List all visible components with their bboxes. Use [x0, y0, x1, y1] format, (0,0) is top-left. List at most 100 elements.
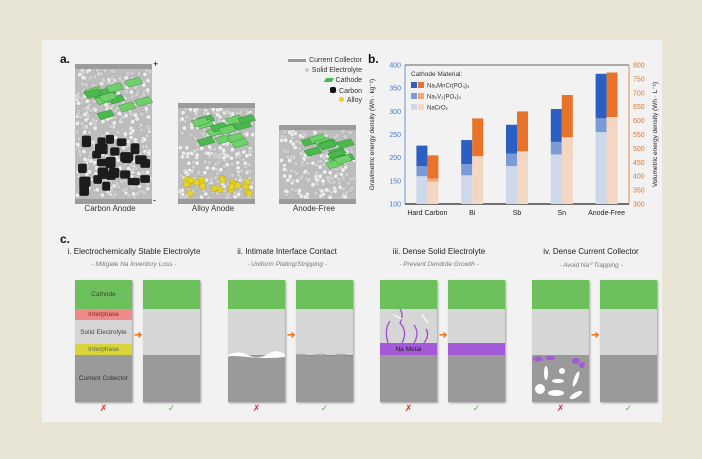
electrolyte-particle — [139, 111, 145, 117]
electrolyte-particle — [75, 142, 81, 147]
top-current-collector — [75, 64, 152, 69]
electrolyte-particle — [337, 180, 342, 186]
right-tick-label: 500 — [633, 146, 645, 153]
carbon-particle — [79, 184, 89, 196]
vol-bar-NaCrO2 — [561, 137, 573, 204]
cathode-particle — [237, 114, 257, 125]
electrolyte-particle — [119, 179, 124, 185]
electrolyte-particle — [188, 107, 193, 112]
cathode-particle — [96, 109, 115, 120]
alloy-particle — [193, 179, 201, 187]
electrolyte-particle — [344, 172, 349, 178]
carbon-particle — [105, 134, 115, 144]
undefined — [143, 309, 200, 355]
electrolyte-particle — [141, 190, 147, 195]
electrolyte-particle — [126, 192, 131, 198]
electrolyte-particle — [283, 137, 288, 143]
electrolyte-particle — [125, 71, 131, 76]
electrolyte-particle — [334, 167, 340, 172]
grav-bar-NaCrO2 — [506, 166, 517, 204]
electrolyte-particle — [121, 187, 127, 193]
undefined — [380, 280, 437, 310]
cathode-particle — [124, 77, 143, 88]
carbon-particle — [105, 156, 116, 169]
electrolyte-particle — [143, 106, 149, 112]
carbon-particle — [97, 137, 106, 147]
vol-bar-NaCrO2 — [472, 156, 484, 204]
legend-title: Cathode Material: — [411, 71, 462, 78]
electrolyte-particle — [340, 129, 346, 134]
electrolyte-particle — [241, 149, 247, 155]
left-tick-label: 150 — [389, 178, 401, 185]
electrolyte-particle — [238, 110, 243, 116]
cathode-swatch — [323, 78, 334, 82]
electrolyte-particle — [130, 94, 135, 100]
legend-solid-electrolyte: Solid Electrolyte — [262, 67, 362, 77]
electrolyte-particle — [303, 131, 308, 137]
electrolyte-particle — [229, 161, 235, 167]
problem-cell — [532, 280, 589, 402]
strategy-subtitle: - Prevent Dendrite Growth - — [399, 261, 479, 268]
electrolyte-particle — [327, 194, 333, 200]
cathode-particle — [333, 154, 353, 165]
electrolyte-particle — [294, 139, 299, 144]
electrolyte-particle — [300, 159, 305, 165]
electrolyte-particle — [244, 153, 250, 159]
electrolyte-particle — [207, 144, 213, 150]
electrolyte-particle — [140, 170, 146, 175]
electrolyte-particle — [241, 157, 246, 163]
electrolyte-particle — [248, 149, 254, 154]
vol-bar-Na4MnCr(PO4)3 — [561, 95, 573, 138]
right-tick-label: 300 — [633, 202, 645, 209]
electrolyte-particle — [99, 192, 105, 198]
y-axis-label: Gravimetric energy density (Wh · kg⁻¹) — [369, 79, 376, 190]
problem-cell — [228, 280, 285, 402]
legend-alloy: Alloy — [262, 97, 362, 107]
electrolyte-particle — [194, 160, 200, 166]
electrolyte-particle — [211, 166, 217, 171]
electrolyte-particle — [282, 129, 288, 135]
grav-bar-Na4MnCr(PO4)3 — [595, 73, 607, 119]
grav-bar-NaCrO2 — [550, 154, 562, 204]
right-tick-label: 800 — [633, 63, 645, 70]
cathode-particle — [106, 94, 126, 105]
grav-bar-Na3V2(PO4)3 — [416, 166, 428, 177]
electrolyte-particle — [79, 121, 85, 126]
undefined — [296, 355, 353, 402]
cathode-particle — [98, 91, 118, 103]
legend-swatch-grav — [411, 93, 417, 99]
electrolyte-particle — [135, 191, 140, 197]
legend-swatch-vol — [418, 104, 424, 110]
grav-bar-NaCrO2 — [595, 132, 607, 204]
electrolyte-particle — [343, 194, 348, 200]
solution-cell — [143, 280, 200, 402]
electrolyte-particle — [88, 74, 93, 80]
alloy-particle — [183, 180, 191, 188]
electrolyte-particle — [133, 112, 138, 118]
carbon-particle — [110, 147, 120, 156]
electrolyte-particle — [92, 107, 98, 113]
bottom-current-collector — [178, 199, 255, 204]
solution-cell — [448, 280, 505, 402]
electrolyte-particle — [236, 192, 241, 197]
electrolyte-particle — [82, 156, 88, 162]
electrolyte-particle — [108, 189, 114, 194]
panel-a-label: a. — [60, 52, 71, 66]
electrolyte-particle — [235, 160, 241, 166]
electrolyte-particle — [87, 130, 92, 135]
check-icon: ✓ — [167, 403, 176, 413]
undefined — [296, 280, 353, 310]
caption-alloy-anode: Alloy Anode — [191, 204, 235, 213]
electrolyte-particle — [142, 137, 147, 142]
electrolyte-particle — [215, 112, 220, 118]
cross-icon: ✗ — [404, 403, 413, 413]
electrolyte-particle — [224, 109, 230, 114]
electrolyte-particle — [77, 149, 82, 155]
electrolyte-particle — [145, 78, 151, 83]
category-label: Anode-Free — [588, 210, 625, 217]
electrolyte-particle — [145, 169, 150, 175]
right-tick-label: 600 — [633, 118, 645, 125]
undefined — [448, 355, 505, 402]
carbon-particle — [81, 135, 91, 148]
electrolyte-particle — [303, 194, 308, 200]
